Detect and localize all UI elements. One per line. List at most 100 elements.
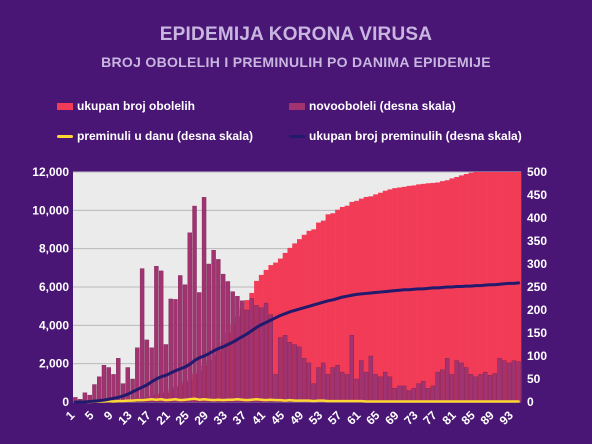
bar-total-cases <box>449 178 455 402</box>
x-tick-label: 81 <box>439 408 459 428</box>
x-tick-label: 37 <box>230 408 250 428</box>
bar-total-cases <box>420 183 426 402</box>
bar-new-cases <box>321 362 326 403</box>
y-right-tick-label: 500 <box>527 165 547 179</box>
line-daily-deaths <box>74 397 520 404</box>
bar-new-cases <box>230 291 235 403</box>
bar-new-cases <box>278 337 283 403</box>
bar-new-cases <box>239 300 245 403</box>
x-tick-label: 85 <box>458 408 478 428</box>
bar-new-cases <box>220 273 226 403</box>
x-tick-label: 49 <box>287 408 307 428</box>
legend-item-new-cases: novooboleli (desna skala) <box>289 99 456 113</box>
bar-new-cases <box>106 367 111 403</box>
legend-swatch-total-deaths <box>289 134 305 138</box>
bar-total-cases <box>463 173 469 402</box>
bar-total-cases <box>320 220 326 402</box>
legend-swatch-total-cases <box>57 102 73 110</box>
bar-new-cases <box>435 371 440 403</box>
legend-label: ukupan broj preminulih (desna skala) <box>309 129 522 143</box>
bar-total-cases <box>425 183 431 402</box>
bar-new-cases <box>206 263 212 403</box>
bar-new-cases <box>125 367 131 403</box>
bar-new-cases <box>416 383 421 403</box>
bar-new-cases <box>292 344 297 403</box>
bar-new-cases <box>349 335 355 403</box>
bar-new-cases <box>97 376 102 403</box>
legend-item-total-deaths: ukupan broj preminulih (desna skala) <box>289 129 522 143</box>
bar-total-cases <box>497 172 503 402</box>
bar-total-cases <box>439 181 446 402</box>
bar-new-cases <box>459 362 464 403</box>
y-right-tick-label: 200 <box>527 303 547 317</box>
x-tick-label: 89 <box>478 408 498 428</box>
bar-new-cases <box>325 374 331 403</box>
legend-label: ukupan broj obolelih <box>77 99 195 113</box>
y-left-tick-label: 0 <box>62 395 69 409</box>
y-right-tick-label: 300 <box>527 257 547 271</box>
bar-new-cases <box>487 375 493 403</box>
bar-new-cases <box>187 232 192 403</box>
legend-item-daily-deaths: preminuli u danu (desna skala) <box>57 129 253 143</box>
bar-total-cases <box>368 196 374 402</box>
chart-title: EPIDEMIJA KORONA VIRUSA <box>159 24 433 45</box>
bar-new-cases <box>139 268 145 403</box>
bar-new-cases <box>192 205 197 403</box>
bar-new-cases <box>449 374 455 403</box>
x-tick-label: 17 <box>134 408 154 428</box>
bar-total-cases <box>373 194 379 402</box>
bar-new-cases <box>506 362 512 403</box>
bar-new-cases <box>502 360 507 403</box>
bar-new-cases <box>378 376 383 403</box>
x-tick-label: 5 <box>82 408 97 423</box>
bar-total-cases <box>330 213 336 402</box>
x-tick-label: 53 <box>306 408 326 428</box>
bar-total-cases <box>306 230 312 402</box>
bar-new-cases <box>178 275 183 403</box>
bar-total-cases <box>358 198 365 402</box>
bar-new-cases <box>497 358 502 403</box>
bar-new-cases <box>197 292 202 403</box>
bar-new-cases <box>211 249 216 403</box>
y-left-tick-label: 6,000 <box>39 280 69 294</box>
bar-total-cases <box>444 180 450 402</box>
bar-new-cases <box>382 371 388 403</box>
bar-new-cases <box>363 371 369 403</box>
y-left-tick-label: 2,000 <box>39 357 69 371</box>
bar-total-cases <box>339 206 345 402</box>
bar-total-cases <box>406 185 412 402</box>
x-tick-label: 1 <box>63 408 78 423</box>
y-right-tick-label: 250 <box>527 280 547 294</box>
x-tick-label: 65 <box>363 408 383 428</box>
bar-new-cases <box>468 374 474 403</box>
bar-new-cases <box>354 378 359 403</box>
legend-swatch-new-cases <box>289 102 305 110</box>
bar-new-cases <box>259 307 264 403</box>
bar-total-cases <box>325 214 331 402</box>
bar-total-cases <box>435 182 441 402</box>
x-tick-label: 73 <box>401 408 421 428</box>
bar-new-cases <box>425 388 431 403</box>
bar-new-cases <box>492 373 497 403</box>
bar-total-cases <box>335 209 341 402</box>
bar-new-cases <box>473 376 478 403</box>
x-tick-label: 33 <box>211 408 231 428</box>
bar-total-cases <box>273 262 279 402</box>
x-tick-label: 93 <box>497 408 517 428</box>
bar-new-cases <box>392 388 397 403</box>
x-tick-label: 41 <box>249 408 269 428</box>
x-tick-label: 57 <box>325 408 345 428</box>
bar-total-cases <box>506 172 512 402</box>
x-tick-label: 77 <box>420 408 440 428</box>
bar-new-cases <box>316 367 321 403</box>
bar-total-cases <box>392 188 398 402</box>
bar-total-cases <box>282 252 288 402</box>
bar-new-cases <box>120 383 126 403</box>
bar-new-cases <box>335 365 340 403</box>
y-right-tick-label: 100 <box>527 349 547 363</box>
x-tick-label: 13 <box>115 408 135 428</box>
bar-new-cases <box>273 374 278 403</box>
bar-new-cases <box>144 339 150 403</box>
bar-new-cases <box>216 259 221 403</box>
